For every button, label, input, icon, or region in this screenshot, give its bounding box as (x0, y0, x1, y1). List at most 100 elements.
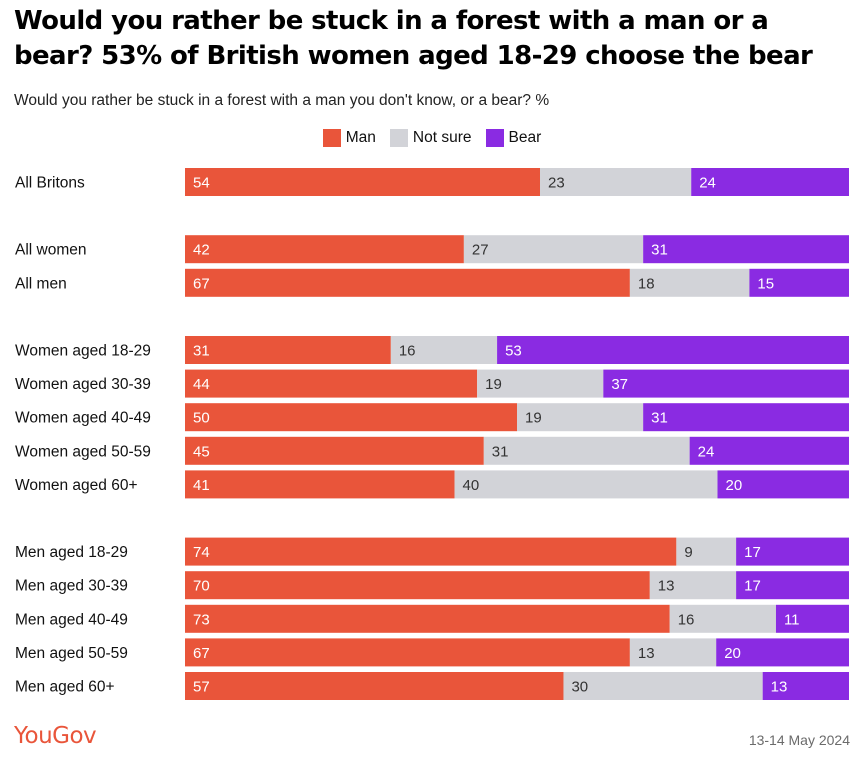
bar-man-men-aged-60 (185, 672, 564, 700)
data-label-bear-men-aged-60: 13 (771, 679, 788, 696)
bar-not-sure-women-aged-30-39 (477, 369, 604, 398)
category-label-women-aged-60: Women aged 60+ (15, 477, 138, 494)
bar-man-women-aged-18-29 (185, 336, 391, 364)
bar-not-sure-women-aged-50-59 (483, 436, 690, 465)
bar-man-women-aged-40-49 (185, 403, 517, 432)
data-label-not-sure-men-aged-60: 30 (571, 679, 588, 696)
data-label-man-men-aged-50-59: 67 (193, 645, 210, 662)
bar-bear-men-aged-40-49 (775, 604, 849, 633)
data-label-bear-all-britons: 24 (699, 175, 716, 192)
bar-bear-women-aged-30-39 (603, 369, 849, 398)
category-label-men-aged-40-49: Men aged 40-49 (15, 611, 128, 628)
data-label-not-sure-men-aged-50-59: 13 (638, 645, 655, 662)
data-label-not-sure-all-women: 27 (472, 242, 489, 259)
data-label-bear-women-aged-18-29: 53 (505, 343, 522, 360)
data-label-bear-all-women: 31 (651, 242, 668, 259)
data-label-man-all-women: 42 (193, 242, 210, 259)
bar-bear-men-aged-50-59 (716, 638, 849, 667)
data-label-not-sure-all-men: 18 (638, 275, 655, 292)
bar-man-all-britons (185, 168, 541, 196)
bar-bear-all-women (643, 235, 849, 264)
data-label-man-all-britons: 54 (193, 175, 210, 192)
data-label-man-women-aged-30-39: 44 (193, 376, 210, 393)
bar-bear-men-aged-30-39 (736, 571, 849, 600)
data-label-man-men-aged-60: 57 (193, 679, 210, 696)
category-label-all-men: All men (15, 275, 67, 292)
data-label-bear-all-men: 15 (757, 275, 774, 292)
data-label-man-women-aged-40-49: 50 (193, 410, 210, 427)
category-label-men-aged-50-59: Men aged 50-59 (15, 645, 128, 662)
data-label-man-men-aged-40-49: 73 (193, 611, 210, 628)
data-label-not-sure-women-aged-40-49: 19 (525, 410, 542, 427)
legend-label-not-sure: Not sure (412, 129, 472, 146)
survey-date: 13-14 May 2024 (748, 732, 850, 748)
data-label-man-men-aged-18-29: 74 (193, 544, 210, 561)
data-label-not-sure-all-britons: 23 (548, 175, 565, 192)
category-label-all-women: All women (15, 242, 87, 259)
data-label-man-men-aged-30-39: 70 (193, 578, 210, 595)
legend-label-bear: Bear (508, 129, 542, 146)
data-label-bear-men-aged-30-39: 17 (744, 578, 761, 595)
data-label-not-sure-women-aged-30-39: 19 (485, 376, 502, 393)
legend-swatch-not-sure (389, 129, 408, 147)
data-label-man-all-men: 67 (193, 275, 210, 292)
data-label-not-sure-men-aged-30-39: 13 (658, 578, 675, 595)
legend: Man Not sure Bear (0, 129, 864, 147)
data-label-bear-women-aged-40-49: 31 (651, 410, 668, 427)
category-label-men-aged-60: Men aged 60+ (15, 679, 115, 696)
bar-man-women-aged-50-59 (185, 436, 484, 465)
legend-swatch-bear (485, 129, 504, 147)
bar-man-men-aged-40-49 (185, 604, 670, 633)
bar-not-sure-women-aged-18-29 (390, 336, 498, 364)
data-label-not-sure-men-aged-40-49: 16 (678, 611, 695, 628)
bar-bear-women-aged-40-49 (643, 403, 849, 432)
data-label-man-women-aged-50-59: 45 (193, 443, 210, 460)
bar-bear-men-aged-60 (762, 672, 849, 700)
data-label-bear-women-aged-30-39: 37 (611, 376, 628, 393)
bar-not-sure-women-aged-60 (454, 470, 718, 499)
category-label-men-aged-30-39: Men aged 30-39 (15, 578, 128, 595)
bar-not-sure-women-aged-40-49 (517, 403, 644, 432)
bar-bear-women-aged-60 (717, 470, 849, 499)
bar-man-all-women (185, 235, 464, 264)
bar-not-sure-men-aged-18-29 (676, 537, 737, 566)
data-label-not-sure-women-aged-60: 40 (463, 477, 480, 494)
bar-not-sure-men-aged-40-49 (669, 604, 776, 633)
legend-item-bear: Bear (485, 129, 542, 147)
bar-man-all-men (185, 268, 630, 297)
data-label-not-sure-women-aged-50-59: 31 (492, 443, 509, 460)
legend-item-not-sure: Not sure (389, 129, 472, 147)
data-label-bear-men-aged-50-59: 20 (724, 645, 741, 662)
bar-man-women-aged-60 (185, 470, 455, 499)
data-label-not-sure-men-aged-18-29: 9 (684, 544, 692, 561)
category-label-women-aged-50-59: Women aged 50-59 (15, 443, 151, 460)
chart-subtitle: Would you rather be stuck in a forest wi… (14, 92, 550, 109)
data-label-man-women-aged-18-29: 31 (193, 343, 210, 360)
data-label-bear-men-aged-40-49: 11 (784, 611, 800, 628)
legend-item-man: Man (322, 129, 376, 147)
category-label-women-aged-18-29: Women aged 18-29 (15, 343, 151, 360)
bar-bear-women-aged-18-29 (497, 336, 849, 364)
bar-not-sure-all-women (463, 235, 644, 264)
bar-bear-men-aged-18-29 (736, 537, 849, 566)
data-label-man-women-aged-60: 41 (193, 477, 210, 494)
bar-man-men-aged-30-39 (185, 571, 650, 600)
bar-man-men-aged-18-29 (185, 537, 677, 566)
legend-swatch-man (322, 129, 341, 147)
chart-title: Would you rather be stuck in a forest wi… (14, 6, 813, 71)
bar-not-sure-men-aged-50-59 (629, 638, 717, 667)
yougov-logo: YouGov (14, 723, 97, 749)
bar-not-sure-all-men (629, 268, 750, 297)
bar-not-sure-men-aged-30-39 (649, 571, 737, 600)
data-label-bear-men-aged-18-29: 17 (744, 544, 761, 561)
category-label-women-aged-30-39: Women aged 30-39 (15, 376, 151, 393)
data-label-bear-women-aged-60: 20 (726, 477, 743, 494)
bar-bear-women-aged-50-59 (689, 436, 849, 465)
category-label-men-aged-18-29: Men aged 18-29 (15, 544, 128, 561)
bar-not-sure-all-britons (540, 168, 692, 196)
data-label-not-sure-women-aged-18-29: 16 (399, 343, 416, 360)
legend-label-man: Man (345, 129, 376, 146)
data-label-bear-women-aged-50-59: 24 (698, 443, 715, 460)
category-label-all-britons: All Britons (15, 175, 85, 192)
